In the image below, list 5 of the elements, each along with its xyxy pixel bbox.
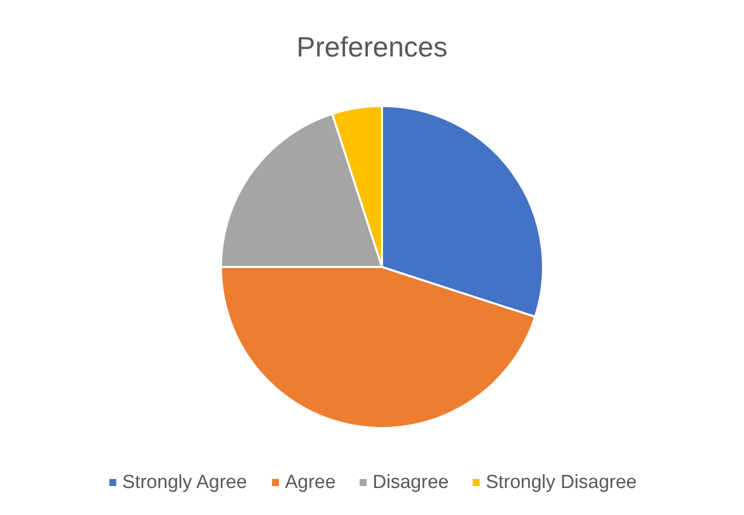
legend-label: Strongly Disagree (486, 472, 637, 493)
legend-label: Agree (284, 472, 336, 493)
legend-label: Disagree (372, 472, 449, 493)
legend-label: Strongly Agree (122, 472, 247, 493)
chart-title: Preferences (296, 32, 448, 62)
